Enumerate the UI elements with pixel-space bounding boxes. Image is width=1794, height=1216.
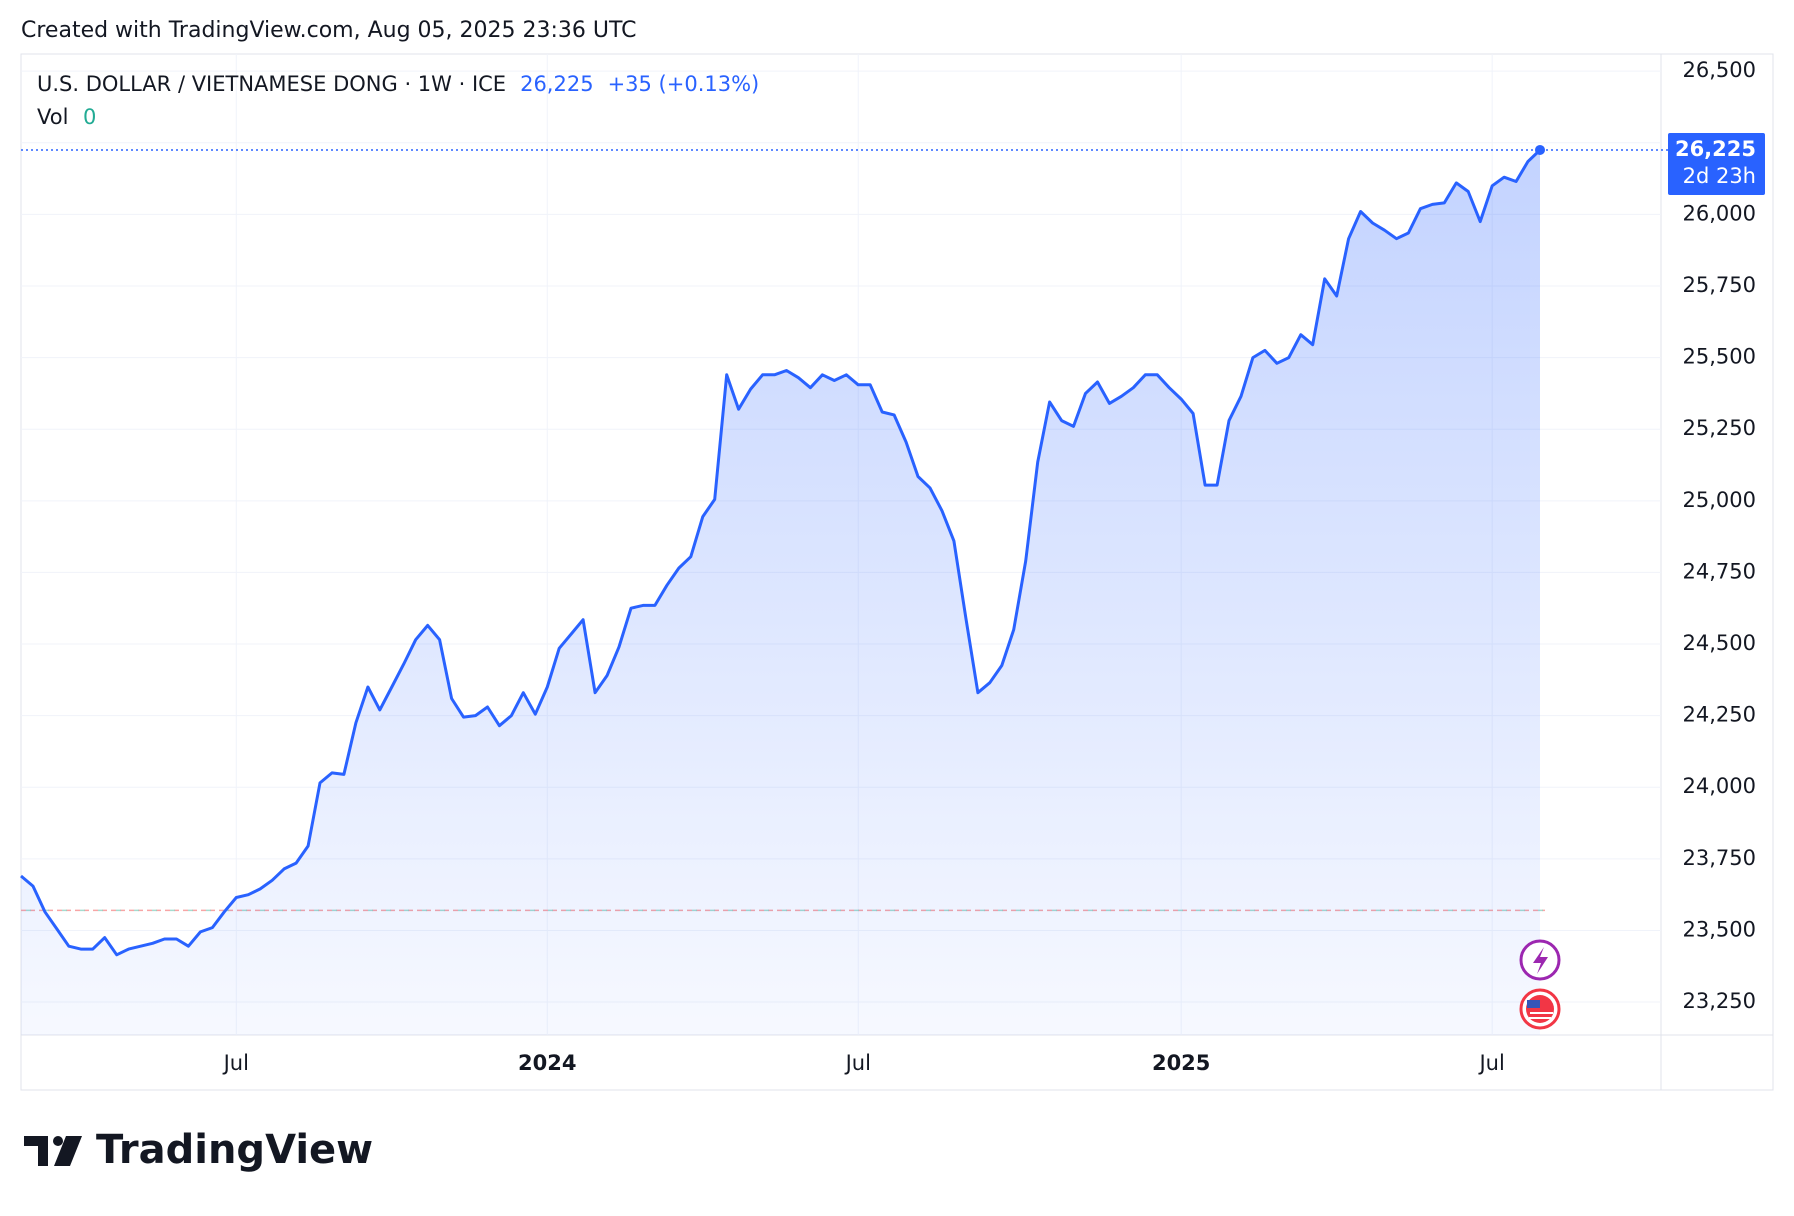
y-tick-label: 24,000	[1683, 774, 1756, 798]
logo-text: TradingView	[96, 1127, 373, 1173]
y-tick-label: 23,750	[1683, 846, 1756, 870]
y-tick-label: 24,500	[1683, 631, 1756, 655]
legend-price: 26,225	[520, 72, 593, 96]
x-tick-label: 2024	[518, 1051, 576, 1075]
y-tick-label: 26,500	[1683, 58, 1756, 82]
lightning-icon	[1533, 947, 1548, 974]
last-price-tag-price: 26,225	[1675, 137, 1756, 161]
y-tick-label: 24,750	[1683, 559, 1756, 583]
price-line	[20, 148, 1542, 957]
x-tick-label: Jul	[844, 1051, 871, 1075]
x-tick-label: 2025	[1152, 1051, 1210, 1075]
event-icons	[1519, 939, 1561, 1030]
y-tick-label: 24,250	[1683, 703, 1756, 727]
area-fill	[21, 150, 1540, 1035]
x-tick-label: Jul	[222, 1051, 249, 1075]
y-tick-label: 26,000	[1683, 201, 1756, 225]
y-tick-label: 25,500	[1683, 345, 1756, 369]
flag-canton	[1527, 1000, 1540, 1008]
legend-vol-value: 0	[83, 105, 96, 129]
plot	[20, 144, 1668, 1035]
y-tick-label: 25,250	[1683, 416, 1756, 440]
header-text: Created with TradingView.com, Aug 05, 20…	[21, 18, 637, 43]
logo-mark	[54, 1136, 82, 1166]
logo-mark	[53, 1136, 63, 1146]
logo: TradingView	[24, 1127, 373, 1173]
last-price-tag-countdown: 2d 23h	[1683, 164, 1756, 188]
logo-mark	[24, 1136, 48, 1166]
y-tick-label: 25,750	[1683, 273, 1756, 297]
last-price-tag	[1668, 132, 1765, 195]
y-tick-label: 23,500	[1683, 917, 1756, 941]
y-tick-label: 23,250	[1683, 989, 1756, 1013]
y-tick-label: 25,000	[1683, 488, 1756, 512]
x-tick-label: Jul	[1477, 1051, 1504, 1075]
legend-symbol: U.S. DOLLAR / VIETNAMESE DONG · 1W · ICE	[37, 72, 506, 96]
legend-vol-label: Vol	[37, 105, 68, 129]
last-point	[1535, 144, 1545, 155]
legend-change: +35 (+0.13%)	[608, 72, 760, 96]
